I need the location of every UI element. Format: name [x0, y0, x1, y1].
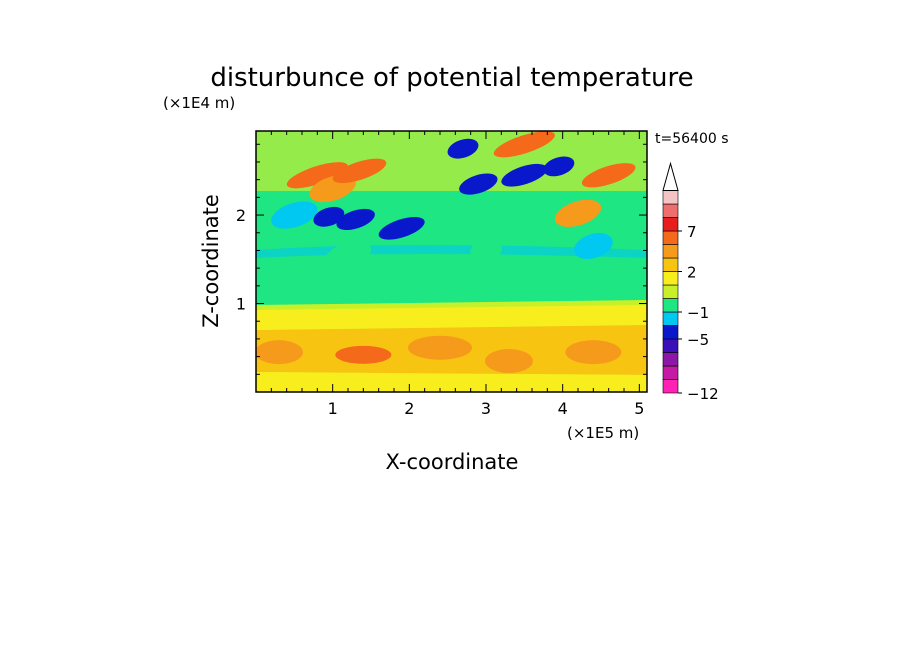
contour-feature — [313, 206, 345, 227]
contour-feature — [286, 162, 348, 189]
colorbar-segment — [662, 230, 679, 245]
colorbar-segment — [662, 325, 679, 340]
contour-feature — [485, 349, 533, 374]
colorbar-segment — [662, 217, 679, 232]
colorbar-segment — [662, 190, 679, 205]
colorbar-segment — [662, 203, 679, 218]
colorbar-segment — [662, 244, 679, 259]
contour-feature — [336, 208, 375, 231]
colorbar-segment — [662, 365, 679, 380]
contour-feature — [470, 238, 502, 263]
colorbar-tick-label: −1 — [687, 304, 709, 322]
colorbar-segment — [662, 379, 679, 394]
colorbar-segment — [662, 257, 679, 272]
x-tick-label: 2 — [404, 399, 414, 418]
x-tick-label: 5 — [634, 399, 644, 418]
colorbar-extend-arrow — [662, 161, 679, 191]
bottom-yellow-band — [256, 372, 647, 392]
x-tick-label: 4 — [558, 399, 568, 418]
lower-yellow-band — [256, 305, 647, 330]
middle-green-band — [256, 262, 647, 305]
colorbar-tick-label: −12 — [687, 385, 719, 403]
contour-feature — [573, 233, 613, 259]
colorbar-segment — [662, 352, 679, 367]
y-axis-label: Z-coordinate — [199, 194, 223, 328]
contour-feature — [554, 199, 602, 227]
plot-area — [255, 130, 648, 393]
contour-feature — [581, 163, 636, 188]
colorbar: −12−5−127 — [662, 161, 719, 403]
contour-feature — [493, 131, 555, 158]
x-axis-label: X-coordinate — [386, 450, 519, 474]
x-tick-label: 1 — [328, 399, 338, 418]
contour-feature — [324, 241, 372, 269]
colorbar-segment — [662, 271, 679, 286]
contour-feature — [271, 201, 318, 229]
contour-feature — [335, 345, 392, 364]
colorbar-segment — [662, 298, 679, 313]
contour-feature — [447, 138, 479, 159]
plot-frame — [255, 130, 648, 393]
contour-feature — [378, 216, 425, 240]
contour-feature — [565, 340, 622, 365]
colorbar-segment — [662, 311, 679, 326]
chart-title: disturbunce of potential temperature — [210, 63, 693, 93]
x-tick-label: 3 — [481, 399, 491, 418]
colorbar-segment — [662, 284, 679, 299]
y-tick-label: 2 — [236, 206, 246, 225]
x-scale-label: (×1E5 m) — [567, 424, 639, 442]
y-scale-label: (×1E4 m) — [163, 94, 235, 112]
contour-feature — [501, 163, 548, 187]
contour-feature — [459, 173, 498, 195]
contour-feature — [256, 340, 303, 365]
colorbar-tick-label: 2 — [687, 264, 697, 282]
time-label: t=56400 s — [655, 131, 729, 147]
colorbar-tick-label: 7 — [687, 223, 697, 241]
colorbar-segment — [662, 338, 679, 353]
colorbar-tick-label: −5 — [687, 331, 709, 349]
y-tick-label: 1 — [236, 295, 246, 314]
contour-feature — [543, 156, 575, 177]
contour-feature — [332, 158, 387, 183]
contour-feature — [408, 335, 472, 360]
